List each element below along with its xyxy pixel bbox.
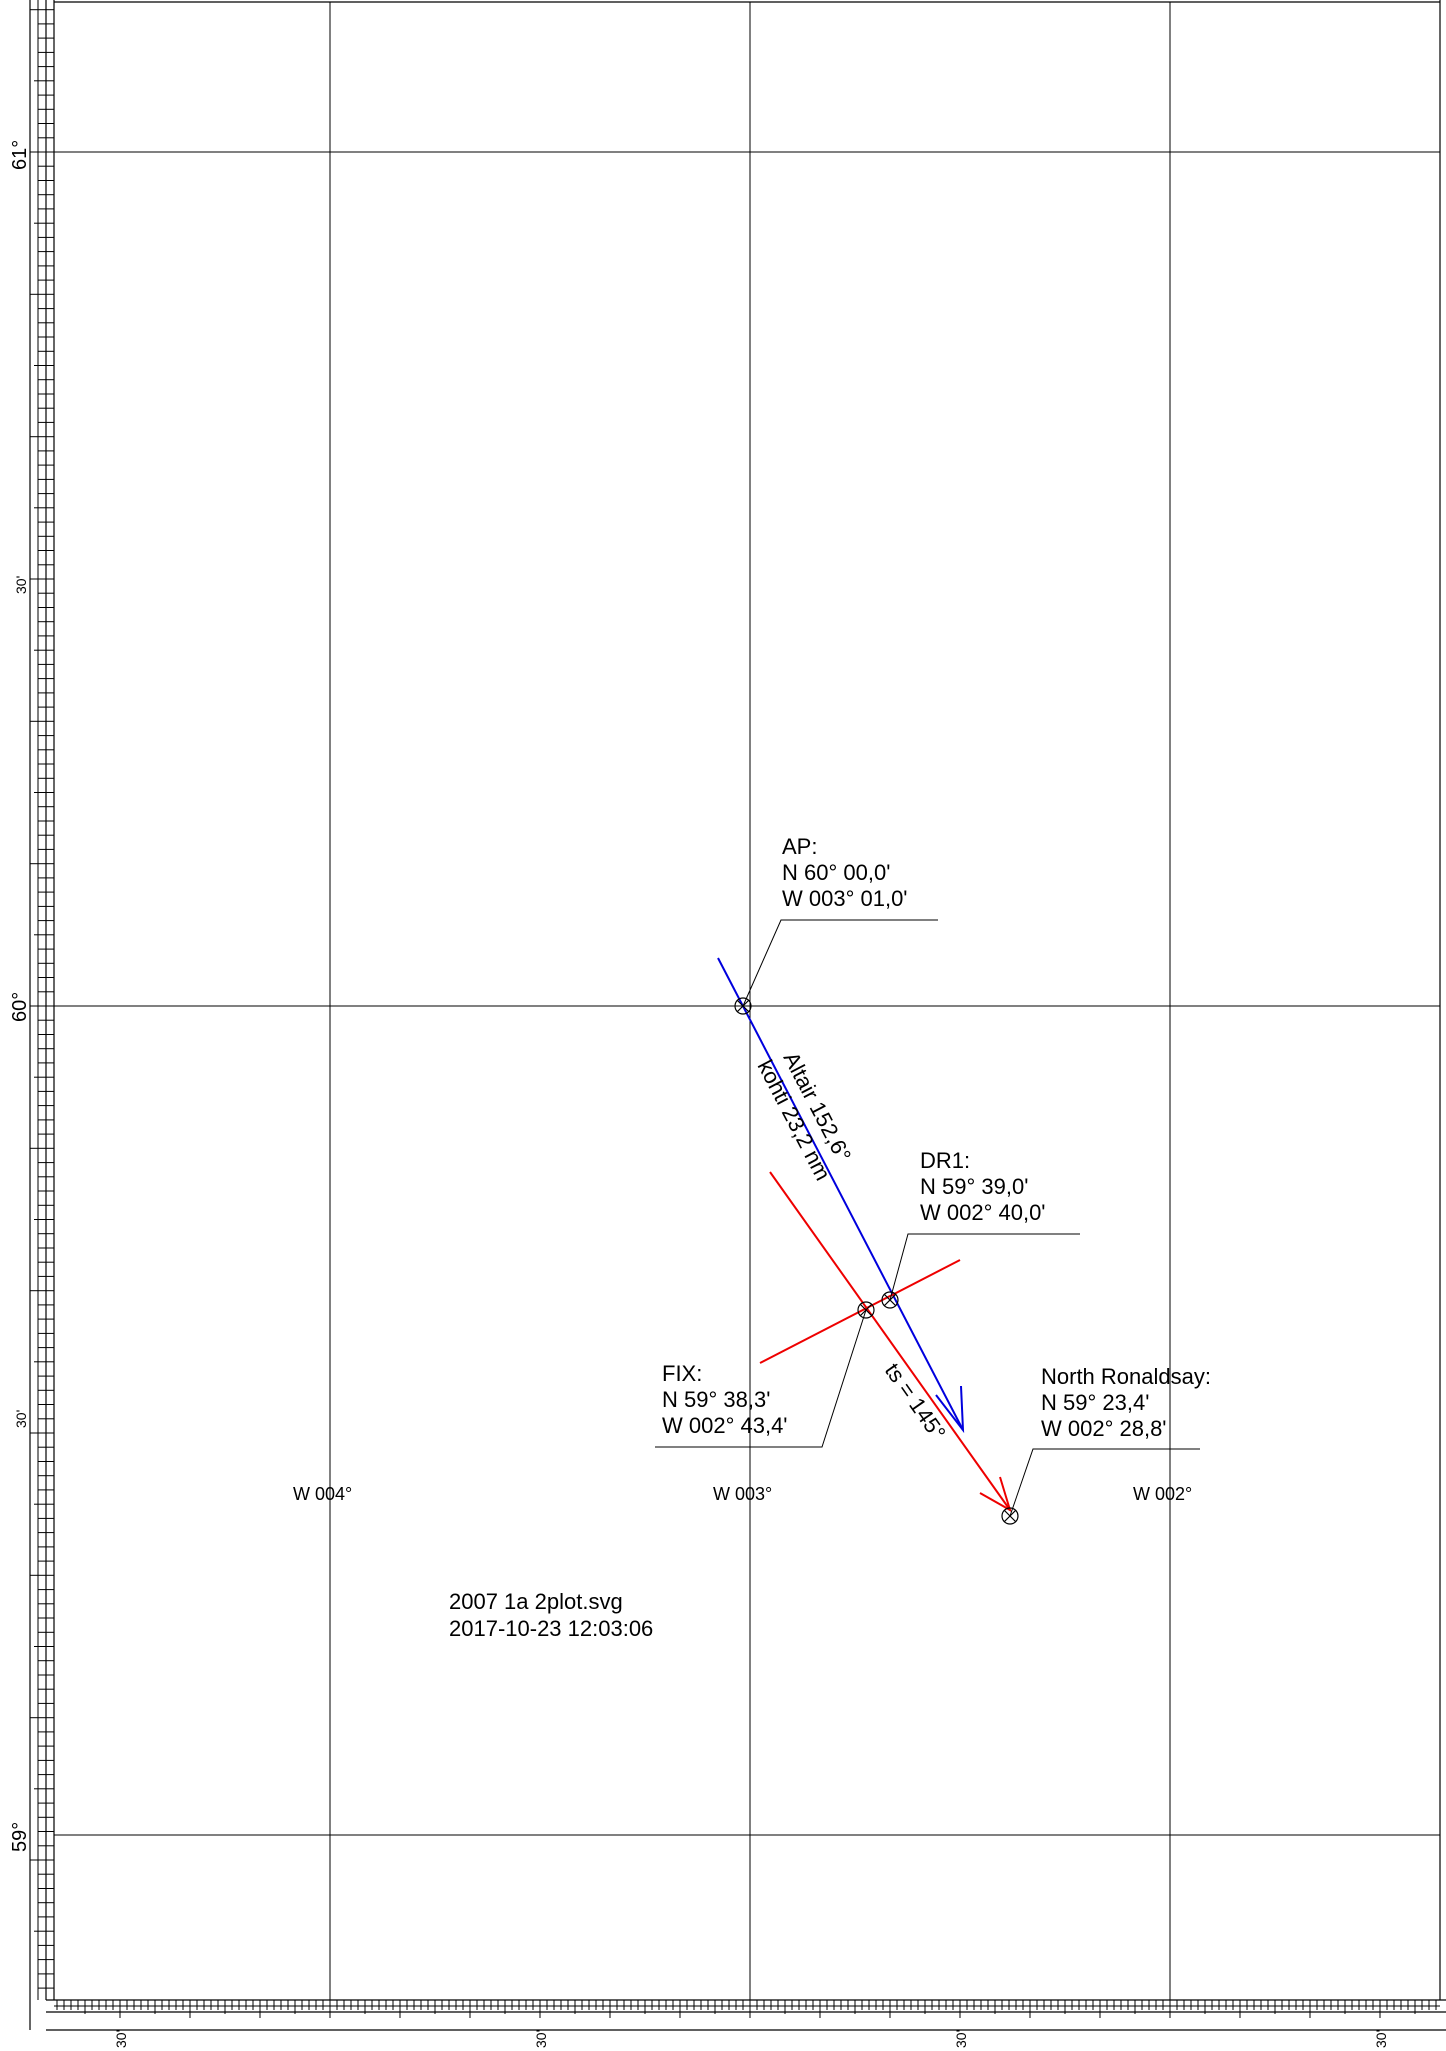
bottom-label-30-3: 30' (953, 2030, 969, 2048)
north-ronaldsay-lat: N 59° 23,4' (1041, 1390, 1149, 1415)
lat-label-30b: 30' (13, 1410, 29, 1428)
north-ronaldsay-title: North Ronaldsay: (1041, 1364, 1211, 1389)
lat-label-59: 59° (9, 1822, 31, 1852)
plot-timestamp: 2017-10-23 12:03:06 (449, 1616, 653, 1641)
fix-lon: W 002° 43,4' (662, 1413, 788, 1438)
sheet-frame (29, 0, 1446, 2031)
bottom-label-30-4: 30' (1373, 2030, 1389, 2048)
north-ronaldsay-lon: W 002° 28,8' (1041, 1416, 1167, 1441)
bottom-label-30-1: 30' (113, 2030, 129, 2048)
fix-title: FIX: (662, 1361, 702, 1386)
bottom-label-30-2: 30' (533, 2030, 549, 2048)
latitude-scale (30, 0, 54, 2000)
track-line (769, 1171, 1012, 1513)
ap-lat: N 60° 00,0' (782, 860, 890, 885)
lon-label-002: W 002° (1133, 1484, 1192, 1504)
fix-lat: N 59° 38,3' (662, 1387, 770, 1412)
altair-azimuth-line (717, 957, 965, 1434)
plot-filename: 2007 1a 2plot.svg (449, 1589, 623, 1614)
lon-label-003: W 003° (713, 1484, 772, 1504)
longitude-scale (54, 2000, 1440, 2018)
dr1-title: DR1: (920, 1148, 970, 1173)
ap-lon: W 003° 01,0' (782, 886, 908, 911)
dr1-lon: W 002° 40,0' (920, 1200, 1046, 1225)
lat-label-61: 61° (9, 140, 31, 170)
lat-label-30a: 30' (13, 576, 29, 594)
dr1-lat: N 59° 39,0' (920, 1174, 1028, 1199)
line-of-position (759, 1259, 961, 1364)
lat-label-60: 60° (9, 992, 31, 1022)
lon-label-004: W 004° (293, 1484, 352, 1504)
leader-lines (655, 919, 1200, 1517)
grid-lines (54, 2, 1440, 2000)
ap-title: AP: (782, 834, 817, 859)
